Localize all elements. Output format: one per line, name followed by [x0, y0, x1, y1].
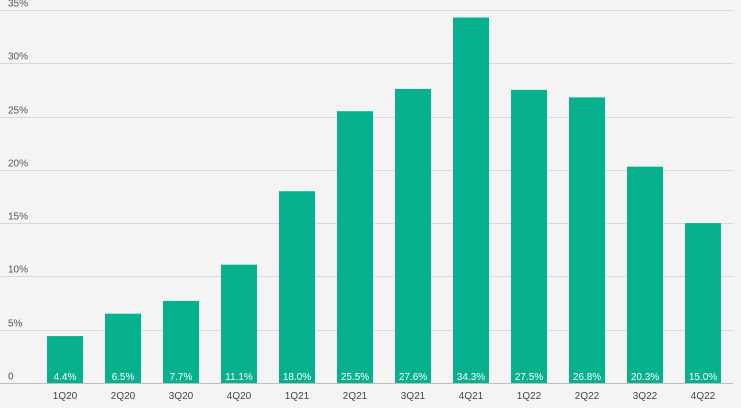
- bars: 4.4% 6.5% 7.7% 11.1% 18.0% 25.5% 27.6% 34.3% 27.…: [47, 17, 721, 384]
- bar-1Q22: [511, 89, 547, 384]
- x-tick-label-4Q20: 4Q20: [227, 391, 252, 402]
- data-label-1Q21: 18.0%: [283, 372, 311, 383]
- x-axis-ticks: 1Q20 2Q20 3Q20 4Q20 1Q21 2Q21 3Q21 4Q21 1Q22 2Q22…: [53, 391, 716, 402]
- y-tick-label: 35%: [8, 0, 28, 10]
- bar-2Q21: [337, 111, 373, 383]
- y-axis-ticks: 0 5% 10% 15% 20% 25% 30% 35%: [8, 0, 28, 383]
- x-tick-label-1Q21: 1Q21: [285, 391, 310, 402]
- y-tick-label: 20%: [8, 159, 28, 170]
- x-tick-label-2Q22: 2Q22: [575, 391, 600, 402]
- y-tick-label: 5%: [8, 319, 23, 330]
- data-label-1Q22: 27.5%: [515, 372, 543, 383]
- x-tick-label-3Q22: 3Q22: [633, 391, 658, 402]
- x-tick-label-4Q21: 4Q21: [459, 391, 484, 402]
- x-tick-label-1Q20: 1Q20: [53, 391, 78, 402]
- bar-3Q22: [627, 166, 663, 383]
- data-label-3Q22: 20.3%: [631, 372, 659, 383]
- x-tick-label-1Q22: 1Q22: [517, 391, 542, 402]
- data-label-4Q20: 11.1%: [225, 372, 253, 383]
- data-label-1Q20: 4.4%: [54, 372, 77, 383]
- data-label-2Q21: 25.5%: [341, 372, 369, 383]
- y-tick-label: 30%: [8, 52, 28, 63]
- data-label-3Q20: 7.7%: [170, 372, 193, 383]
- bar-4Q20: [221, 264, 257, 383]
- x-tick-label-4Q22: 4Q22: [691, 391, 716, 402]
- data-label-2Q20: 6.5%: [112, 372, 135, 383]
- bar-3Q21: [395, 88, 431, 384]
- data-label-4Q22: 15.0%: [689, 372, 717, 383]
- bar-1Q20: [47, 336, 83, 383]
- bar-4Q21: [453, 17, 489, 383]
- x-tick-label-3Q21: 3Q21: [401, 391, 426, 402]
- x-tick-label-3Q20: 3Q20: [169, 391, 194, 402]
- bar-1Q21: [279, 191, 315, 383]
- data-label-4Q21: 34.3%: [457, 372, 485, 383]
- y-tick-label: 15%: [8, 212, 28, 223]
- data-label-3Q21: 27.6%: [399, 372, 427, 383]
- bar-2Q20: [105, 313, 141, 383]
- bar-3Q20: [163, 300, 199, 383]
- bar-4Q22: [685, 223, 721, 383]
- x-tick-label-2Q21: 2Q21: [343, 391, 368, 402]
- bar-2Q22: [569, 97, 605, 384]
- data-label-2Q22: 26.8%: [573, 372, 601, 383]
- y-tick-label: 0: [8, 372, 14, 383]
- x-tick-label-2Q20: 2Q20: [111, 391, 136, 402]
- y-tick-label: 10%: [8, 265, 28, 276]
- y-tick-label: 25%: [8, 106, 28, 117]
